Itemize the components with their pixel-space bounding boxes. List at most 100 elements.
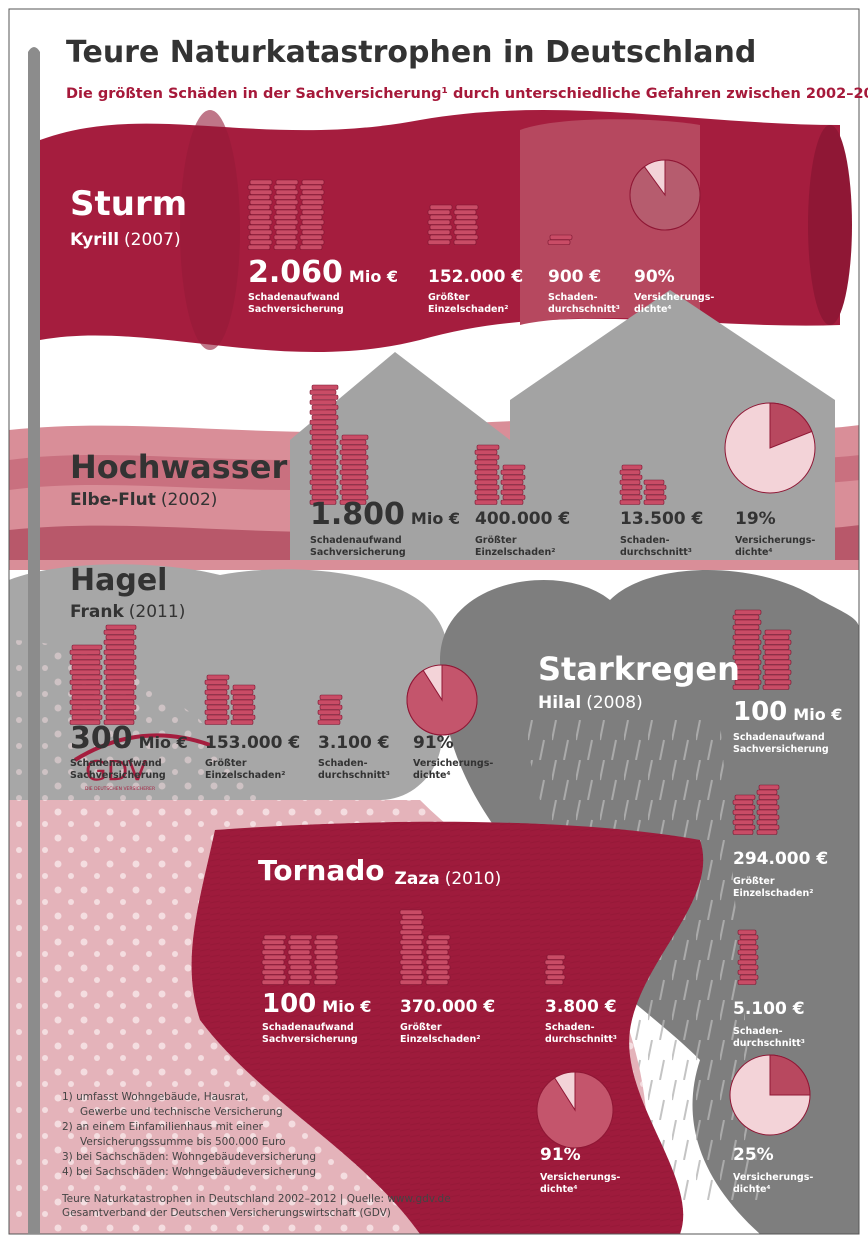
coin [274, 185, 296, 190]
coin [70, 660, 100, 665]
coin [104, 640, 134, 645]
hazard-name: Hochwasser [70, 448, 287, 486]
pie-slice [407, 665, 477, 735]
coin [290, 945, 312, 950]
coin [302, 190, 324, 195]
coin [759, 795, 779, 800]
coin [250, 220, 272, 225]
density-caption: Versicherungs- [735, 535, 815, 546]
event-name: Elbe-Flut [70, 490, 156, 510]
coin [644, 480, 664, 485]
stat-unit: Mio € [349, 267, 398, 286]
stat-amount: 1.800 [310, 497, 405, 532]
coin [547, 965, 565, 970]
coin [302, 210, 324, 215]
coin [757, 800, 777, 805]
coin [763, 675, 789, 680]
coin [104, 710, 134, 715]
cylinder-end [808, 125, 852, 325]
coin [342, 455, 368, 460]
coin [545, 980, 563, 985]
coin [342, 485, 368, 490]
density-caption: dichte⁴ [413, 770, 451, 781]
coin [248, 235, 270, 240]
coin [264, 955, 286, 960]
density-label: 90% [634, 267, 675, 287]
coin [759, 805, 779, 810]
coin [310, 450, 336, 455]
stat-label: Schaden- [545, 1022, 595, 1033]
stat-label: Sachversicherung [310, 547, 406, 558]
coin [622, 485, 642, 490]
coin [70, 680, 100, 685]
stat-label: Schaden- [318, 758, 368, 769]
coin [310, 430, 336, 435]
coin [733, 635, 759, 640]
coin [72, 705, 102, 710]
coin [400, 950, 422, 955]
stat-label: Größter [733, 876, 775, 887]
density-caption: dichte⁴ [735, 547, 773, 558]
coin [316, 945, 338, 950]
coin [503, 475, 525, 480]
coin [262, 940, 284, 945]
coin [312, 435, 338, 440]
coin [644, 490, 664, 495]
coin [735, 815, 755, 820]
coin [765, 680, 791, 685]
coin [622, 495, 642, 500]
stat-amount: 153.000 € [205, 733, 300, 753]
coin [646, 495, 666, 500]
coin [72, 715, 102, 720]
coin [342, 445, 368, 450]
coin [318, 700, 340, 705]
event-year: (2011) [129, 602, 186, 622]
coin [312, 445, 338, 450]
coin [400, 960, 422, 965]
stat-label: durchschnitt³ [545, 1034, 617, 1045]
event-name: Frank [70, 602, 124, 622]
stat-label: Schadenaufwand [310, 535, 402, 546]
coin [106, 635, 136, 640]
coin [475, 490, 497, 495]
coin [312, 475, 338, 480]
coin [312, 395, 338, 400]
stat-amount: 100 [733, 697, 787, 727]
stat-amount: 2.060 [248, 255, 343, 290]
coin [300, 245, 322, 250]
event-year: (2010) [445, 869, 502, 889]
event-year: (2007) [124, 230, 181, 250]
coin [477, 495, 499, 500]
coin [402, 925, 424, 930]
stat-label: durchschnitt³ [548, 304, 620, 315]
coin [503, 465, 525, 470]
coin [428, 220, 450, 225]
coin [475, 450, 497, 455]
coin [104, 680, 134, 685]
coin [426, 960, 448, 965]
coin [765, 660, 791, 665]
coin [70, 690, 100, 695]
density-label: 19% [735, 509, 776, 529]
coin [231, 690, 253, 695]
stat-unit: Mio € [322, 997, 371, 1016]
coin [312, 465, 338, 470]
density-caption: Versicherungs- [413, 758, 493, 769]
coin [312, 405, 338, 410]
coin [72, 685, 102, 690]
coin [428, 935, 450, 940]
density-caption: Versicherungs- [733, 1172, 813, 1183]
coin [106, 695, 136, 700]
coin [340, 470, 366, 475]
coin [248, 195, 270, 200]
stat-label: Sachversicherung [248, 304, 344, 315]
coin [288, 960, 310, 965]
coin [262, 960, 284, 965]
coin [72, 645, 102, 650]
stat-label: Größter [205, 758, 247, 769]
stat-label: durchschnitt³ [318, 770, 390, 781]
coin [264, 935, 286, 940]
coin [400, 980, 422, 985]
pie-slice [630, 160, 700, 230]
stat-amount: 5.100 € [733, 999, 805, 1019]
